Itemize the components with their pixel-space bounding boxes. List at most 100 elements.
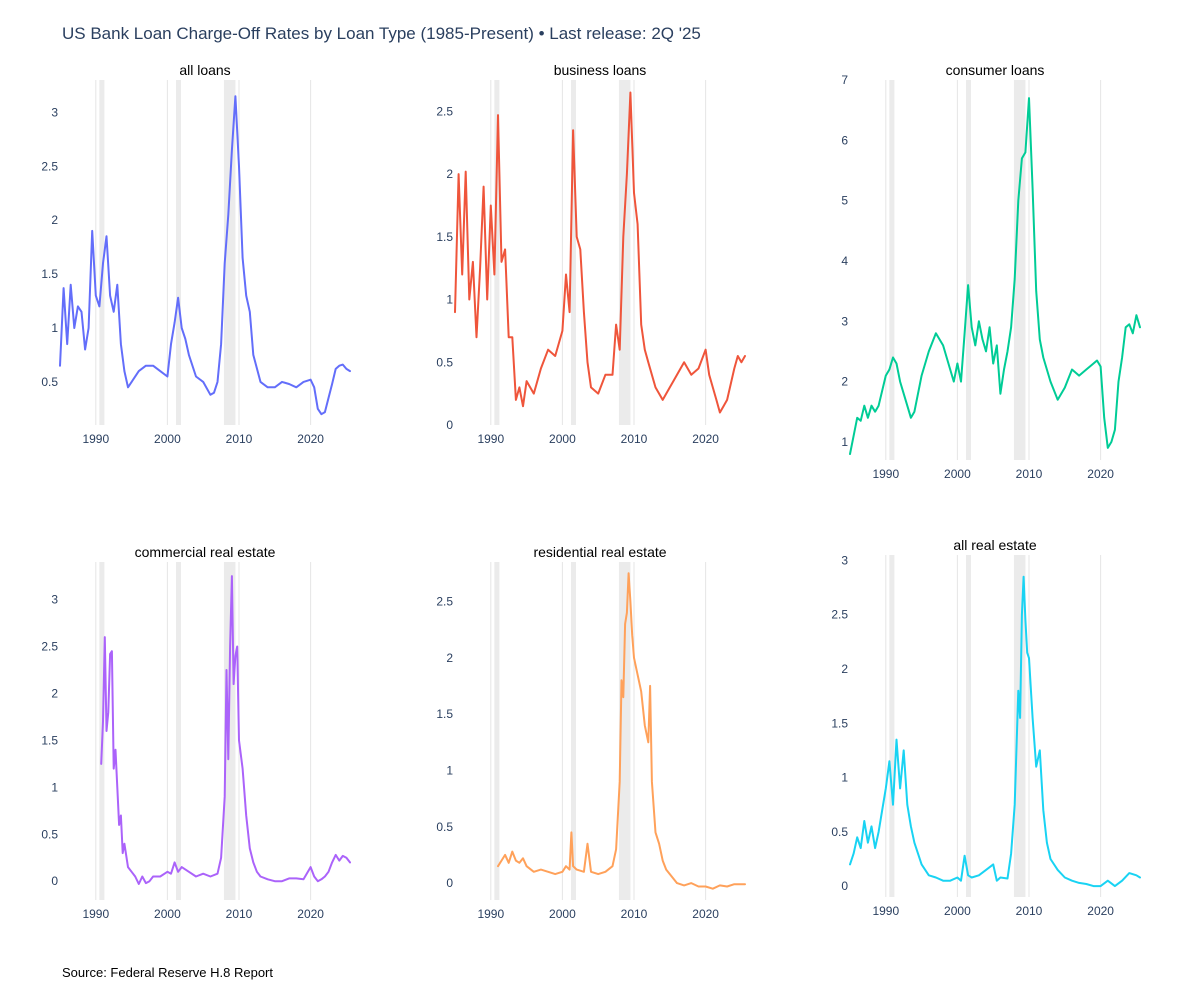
subplot-title: business loans [554, 62, 647, 78]
y-tick-label: 6 [841, 133, 848, 147]
subplot-title: all real estate [953, 537, 1036, 553]
x-tick-label: 2010 [621, 432, 648, 446]
recession-band [889, 555, 895, 897]
recession-band [223, 80, 236, 425]
source-note: Source: Federal Reserve H.8 Report [62, 965, 273, 980]
y-tick-label: 0 [51, 874, 58, 888]
series-line [849, 97, 1141, 455]
subplot-residential-real-estate: 1990 2000 2010 2020 0 0.5 1 1.5 2 2.5 residential … [436, 544, 746, 921]
y-tick-label: 1.5 [436, 707, 453, 721]
subplot-title: all loans [179, 62, 230, 78]
recession-band [494, 80, 500, 425]
subplot-commercial-real-estate: 1990 2000 2010 2020 0 0.5 1 1.5 2 2.5 3 commercial … [41, 544, 351, 921]
y-tick-label: 2.5 [831, 608, 848, 622]
y-tick-label: 0.5 [41, 375, 58, 389]
y-tick-label: 3 [51, 593, 58, 607]
series-line [100, 575, 351, 885]
series-line [849, 575, 1141, 888]
y-tick-label: 2 [446, 651, 453, 665]
x-tick-label: 1990 [82, 432, 109, 446]
y-tick-label: 4 [841, 254, 848, 268]
x-tick-label: 2000 [549, 432, 576, 446]
series-line [497, 572, 746, 890]
y-tick-label: 2 [446, 167, 453, 181]
x-tick-label: 2020 [1087, 904, 1114, 918]
x-tick-label: 2020 [297, 432, 324, 446]
y-tick-label: 1 [841, 435, 848, 449]
y-tick-label: 3 [51, 105, 58, 119]
x-tick-label: 2010 [621, 907, 648, 921]
x-tick-label: 2000 [944, 467, 971, 481]
recession-band [618, 562, 631, 900]
y-tick-label: 1 [841, 771, 848, 785]
x-tick-label: 1990 [872, 467, 899, 481]
x-tick-label: 2010 [1016, 467, 1043, 481]
x-tick-label: 2010 [226, 432, 253, 446]
recession-band [1013, 80, 1026, 460]
recession-band [618, 80, 631, 425]
y-tick-label: 0 [841, 879, 848, 893]
x-tick-label: 2010 [226, 907, 253, 921]
subplot-title: commercial real estate [135, 544, 276, 560]
recession-band [176, 562, 182, 900]
recession-band [494, 562, 500, 900]
subplot-all-loans: 1990 2000 2010 2020 0.5 1 1.5 2 2.5 3 all loans [41, 62, 351, 446]
recession-band [966, 80, 972, 460]
x-tick-label: 1990 [82, 907, 109, 921]
y-tick-label: 1.5 [831, 716, 848, 730]
x-tick-label: 2000 [944, 904, 971, 918]
y-tick-label: 0.5 [831, 825, 848, 839]
y-tick-label: 3 [841, 553, 848, 567]
y-tick-label: 0.5 [436, 820, 453, 834]
y-tick-label: 0 [446, 418, 453, 432]
y-tick-label: 2.5 [41, 640, 58, 654]
x-tick-label: 2000 [154, 432, 181, 446]
y-tick-label: 0.5 [436, 355, 453, 369]
y-tick-label: 0 [446, 876, 453, 890]
recession-band [966, 555, 972, 897]
chart-title: US Bank Loan Charge-Off Rates by Loan Ty… [62, 24, 701, 43]
subplot-all-real-estate: 1990 2000 2010 2020 0 0.5 1 1.5 2 2.5 3 all real es… [831, 537, 1141, 918]
y-tick-label: 1 [51, 321, 58, 335]
recession-band [176, 80, 182, 425]
y-tick-label: 2 [841, 375, 848, 389]
y-tick-label: 2.5 [41, 159, 58, 173]
y-tick-label: 1 [446, 763, 453, 777]
x-tick-label: 1990 [872, 904, 899, 918]
x-tick-label: 1990 [477, 432, 504, 446]
subplot-title: consumer loans [946, 62, 1045, 78]
x-tick-label: 2020 [692, 432, 719, 446]
y-tick-label: 1.5 [41, 267, 58, 281]
series-line [454, 91, 746, 414]
y-tick-label: 2.5 [436, 104, 453, 118]
y-tick-label: 7 [841, 73, 848, 87]
series-line [59, 95, 351, 416]
recession-band [99, 80, 105, 425]
y-tick-label: 1.5 [41, 733, 58, 747]
y-tick-label: 5 [841, 194, 848, 208]
y-tick-label: 1 [51, 780, 58, 794]
x-tick-label: 2020 [297, 907, 324, 921]
y-tick-label: 1.5 [436, 230, 453, 244]
recession-band [889, 80, 895, 460]
y-tick-label: 3 [841, 314, 848, 328]
x-tick-label: 2000 [549, 907, 576, 921]
y-tick-label: 1 [446, 293, 453, 307]
x-tick-label: 2010 [1016, 904, 1043, 918]
x-tick-label: 2020 [692, 907, 719, 921]
y-tick-label: 2.5 [436, 594, 453, 608]
y-tick-label: 2 [51, 213, 58, 227]
recession-band [571, 562, 577, 900]
recession-band [571, 80, 577, 425]
subplot-title: residential real estate [533, 544, 666, 560]
subplot-business-loans: 1990 2000 2010 2020 0 0.5 1 1.5 2 2.5 business loa… [436, 62, 746, 446]
recession-band [1013, 555, 1026, 897]
y-tick-label: 0.5 [41, 827, 58, 841]
x-tick-label: 1990 [477, 907, 504, 921]
x-tick-label: 2000 [154, 907, 181, 921]
x-tick-label: 2020 [1087, 467, 1114, 481]
y-tick-label: 2 [841, 662, 848, 676]
y-tick-label: 2 [51, 686, 58, 700]
subplot-consumer-loans: 1990 2000 2010 2020 1 2 3 4 5 6 7 consumer loans [841, 62, 1141, 481]
